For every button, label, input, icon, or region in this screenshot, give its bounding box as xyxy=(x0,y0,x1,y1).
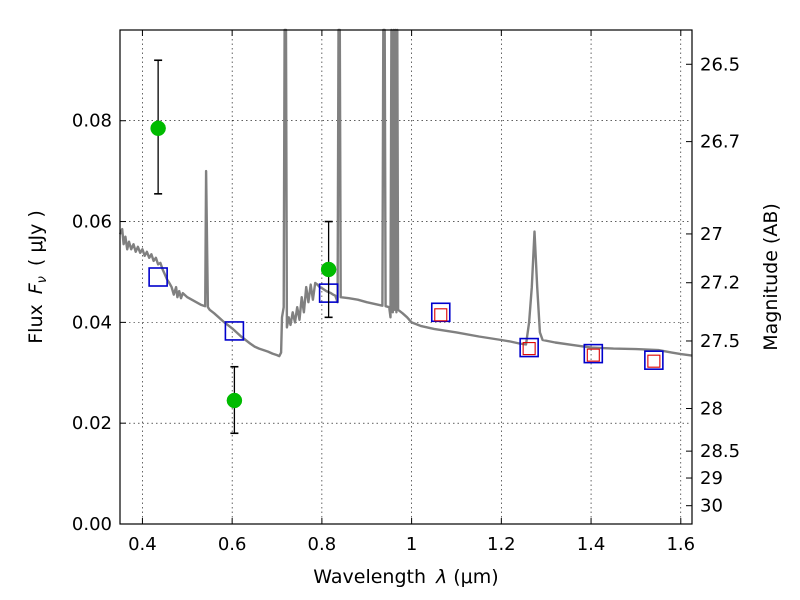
x-axis-label: Wavelength λ (μm) xyxy=(313,566,498,588)
inner-flux-box xyxy=(586,348,600,362)
observed-photometry-group xyxy=(150,59,337,435)
model-flux-box xyxy=(519,337,539,358)
x-tick-label: 0.8 xyxy=(308,534,337,555)
observed-flux-point xyxy=(320,261,337,278)
x-tick-label: 1.4 xyxy=(577,534,606,555)
right-tick-label: 29 xyxy=(700,468,723,489)
y-tick-label: 0.08 xyxy=(72,111,112,132)
x-tick-label: 0.4 xyxy=(128,534,157,555)
grid xyxy=(120,30,692,524)
x-tick-label: 1 xyxy=(406,534,417,555)
y-axis-label: FluxFν( μJy ) xyxy=(25,210,50,344)
x-tick-label: 1.2 xyxy=(487,534,516,555)
right-tick-label: 28.5 xyxy=(700,441,740,462)
observed-flux-point xyxy=(226,392,243,409)
y-tick-label: 0.02 xyxy=(72,413,112,434)
axis-ticks: 0.4 0.6 0.8 1 1.2 1.4 1.6 0.00 0.02 0.04 0.06 0.08 2… xyxy=(72,30,740,555)
x-tick-label: 1.6 xyxy=(666,534,695,555)
model-flux-box xyxy=(644,350,664,370)
right-tick-label: 26.7 xyxy=(700,132,740,153)
right-tick-label: 27.5 xyxy=(700,331,740,352)
y-tick-label: 0.06 xyxy=(72,212,112,233)
y-tick-label: 0.04 xyxy=(72,312,112,333)
inner-flux-box xyxy=(434,308,448,322)
right-tick-label: 26.5 xyxy=(700,54,740,75)
observed-flux-point xyxy=(150,120,166,137)
model-flux-box xyxy=(583,343,604,364)
right-tick-label: 27 xyxy=(700,224,723,245)
x-tick-label: 0.6 xyxy=(218,534,247,555)
model-flux-box xyxy=(148,267,168,287)
right-tick-label: 27.2 xyxy=(700,273,740,294)
y-tick-label: 0.00 xyxy=(72,514,112,535)
right-tick-label: 30 xyxy=(700,496,723,517)
right-axis-label: Magnitude (AB) xyxy=(760,203,782,351)
model-flux-box xyxy=(224,321,245,341)
plot-frame xyxy=(119,29,693,525)
right-tick-label: 28 xyxy=(700,399,723,420)
inner-flux-box xyxy=(647,354,661,368)
inner-photometry-group xyxy=(434,308,661,368)
inner-flux-box xyxy=(522,342,536,356)
